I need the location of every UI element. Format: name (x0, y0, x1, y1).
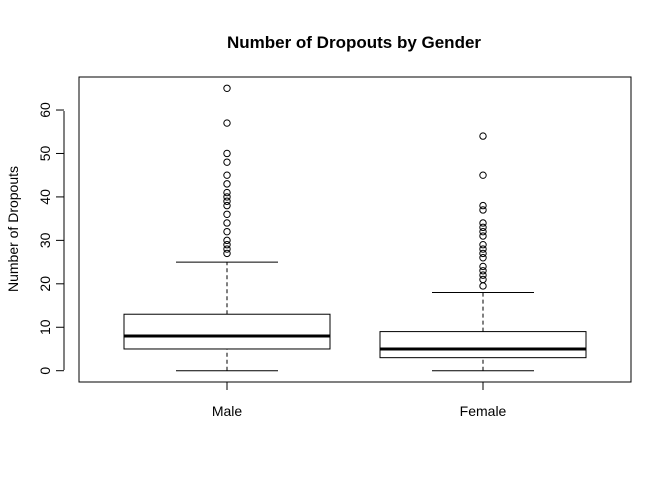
outlier-point (479, 249, 487, 258)
outlier-point (223, 158, 231, 166)
outlier-point (479, 132, 487, 140)
y-tick-label: 10 (37, 319, 53, 335)
boxes (123, 84, 587, 372)
box-female (379, 132, 587, 372)
outlier-point (479, 282, 487, 290)
outlier-point (223, 188, 231, 197)
outlier-point (479, 271, 487, 279)
y-tick-label: 40 (37, 189, 53, 205)
outlier-point (479, 232, 487, 240)
outlier-point (223, 245, 231, 253)
outlier-point (223, 219, 231, 227)
outlier-point (479, 245, 487, 253)
outlier-point (479, 254, 487, 262)
outlier-point (223, 249, 231, 258)
outlier-point (223, 149, 231, 158)
outlier-point (223, 84, 231, 92)
y-tick-label: 60 (37, 102, 53, 118)
x-axis-ticks: Male Female (212, 382, 507, 419)
x-tick-label: Male (212, 403, 243, 419)
outlier-point (223, 236, 231, 245)
outlier-point (479, 223, 487, 232)
outlier-point (223, 193, 231, 201)
outlier-point (479, 267, 487, 275)
y-tick-label: 50 (37, 145, 53, 161)
outlier-point (479, 219, 487, 227)
outlier-point (479, 262, 487, 271)
outlier-point (479, 227, 487, 236)
outlier-point (479, 275, 487, 284)
y-axis-label: Number of Dropouts (5, 166, 21, 292)
outlier-point (223, 180, 231, 188)
outlier-point (223, 201, 231, 210)
outlier-point (223, 119, 231, 127)
y-tick-label: 20 (37, 276, 53, 292)
chart-title: Number of Dropouts by Gender (227, 33, 481, 52)
outlier-point (223, 241, 231, 249)
iqr-box (123, 313, 331, 350)
outlier-point (479, 241, 487, 249)
y-axis-ticks: 0 10 20 30 40 50 60 (37, 102, 64, 375)
x-tick-label: Female (460, 403, 507, 419)
y-tick-label: 30 (37, 232, 53, 248)
outlier-point (223, 171, 231, 179)
y-tick-label: 0 (37, 367, 53, 375)
outlier-point (479, 201, 487, 210)
outlier-point (223, 227, 231, 236)
outlier-point (223, 210, 231, 218)
outlier-point (223, 197, 231, 205)
outlier-point (479, 206, 487, 214)
box-male (123, 84, 331, 372)
outlier-point (479, 171, 487, 179)
iqr-box (379, 331, 587, 359)
